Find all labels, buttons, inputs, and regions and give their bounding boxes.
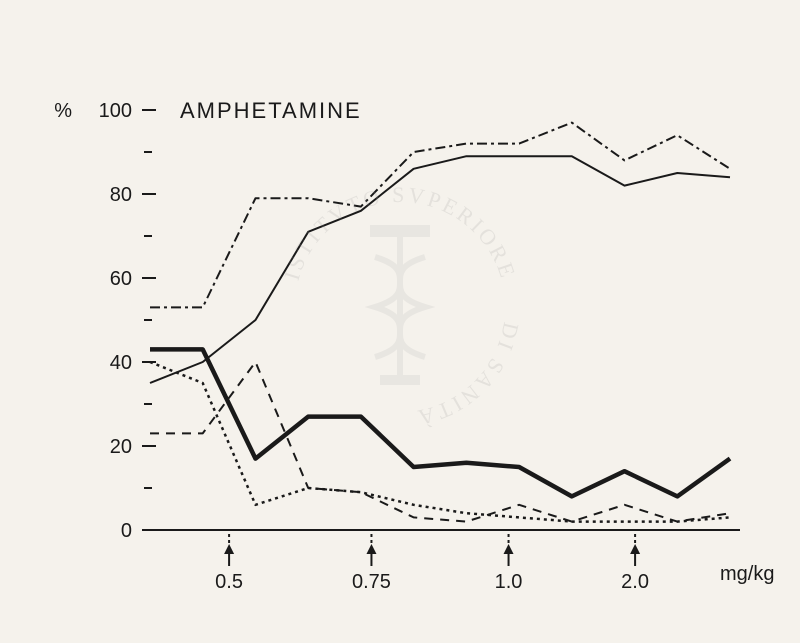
chart-container: AMPHETAMINE 0 20 40 60 80 100% 0.5 0.75 1.0 2.0 mg/… [0,0,800,643]
y-prefix: % [54,100,72,122]
x-tick-label: 0.5 [215,571,243,593]
x-tick-label: 1.0 [495,571,523,593]
chart-bg [0,0,800,643]
y-tick-label: 40 [110,352,132,374]
y-tick-label: 100 [99,100,132,122]
y-tick-label: 80 [110,184,132,206]
x-tick-label: 2.0 [621,571,649,593]
y-tick-label: 0 [121,520,132,542]
chart-title: AMPHETAMINE [180,98,362,123]
x-axis-label: mg/kg [720,563,774,585]
y-tick-label: 20 [110,436,132,458]
chart-svg: AMPHETAMINE 0 20 40 60 80 100% 0.5 0.75 1.0 2.0 mg/… [0,0,800,643]
x-tick-label: 0.75 [352,571,391,593]
y-tick-label: 60 [110,268,132,290]
